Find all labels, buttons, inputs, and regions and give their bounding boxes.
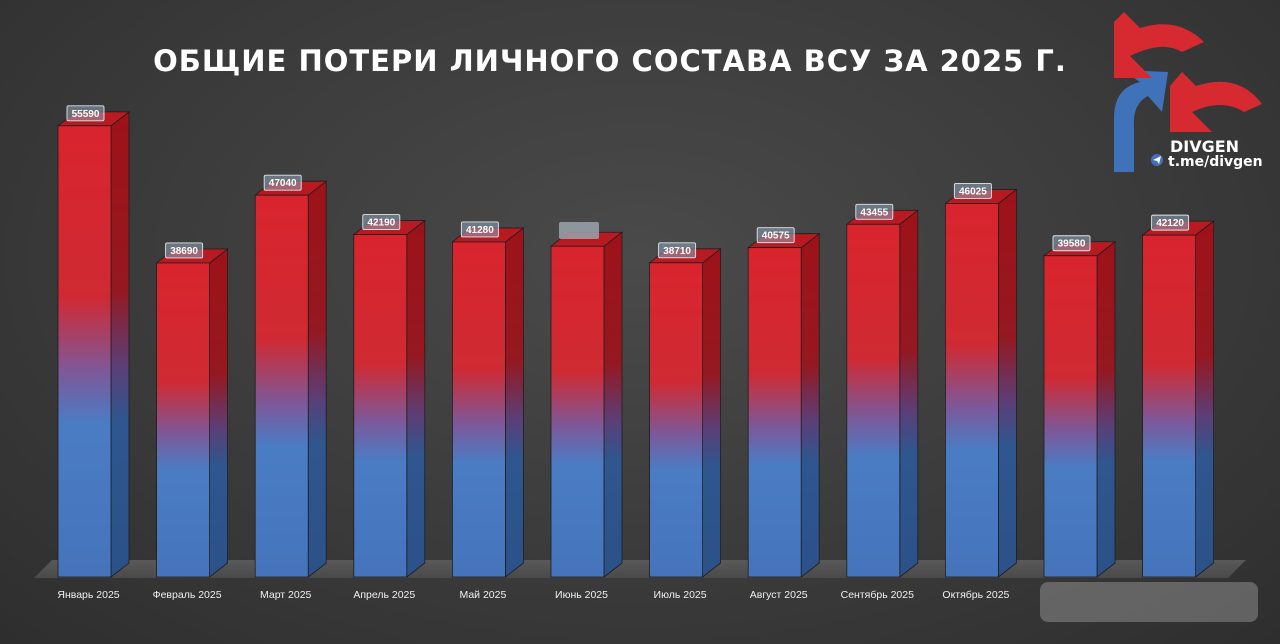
category-label: Август 2025 bbox=[750, 589, 808, 601]
bar: 41280 bbox=[451, 221, 525, 578]
bar-side bbox=[406, 219, 426, 578]
bar-side bbox=[209, 248, 229, 578]
bar-side bbox=[110, 110, 130, 578]
bar: 38690 bbox=[155, 242, 229, 578]
bar: 42190 bbox=[352, 214, 426, 578]
value-label-box bbox=[855, 203, 894, 220]
bar: 39580 bbox=[1042, 235, 1117, 578]
value-label: 46025 bbox=[959, 186, 987, 197]
category-label: Октябрь 2025 bbox=[942, 589, 1009, 601]
value-label: 41280 bbox=[466, 225, 494, 236]
value-label-box bbox=[658, 242, 697, 259]
category-label: Март 2025 bbox=[260, 589, 312, 601]
category-label: Февраль 2025 bbox=[153, 589, 222, 601]
bar: 55590 bbox=[56, 105, 131, 578]
value-label-box bbox=[263, 174, 302, 191]
bar-front bbox=[451, 241, 506, 578]
divgen-logo: DIVGEN t.me/divgen bbox=[1114, 12, 1263, 172]
bar-front bbox=[1142, 234, 1196, 578]
value-label-box bbox=[756, 227, 795, 244]
bar-side bbox=[603, 231, 623, 578]
bar: 46025 bbox=[944, 182, 1018, 578]
value-label-box bbox=[1052, 235, 1091, 252]
value-label-box bbox=[66, 105, 105, 122]
chart-floor bbox=[34, 560, 1246, 578]
bar-front bbox=[649, 262, 703, 578]
category-label: Май 2025 bbox=[459, 589, 506, 601]
obscured-category-area bbox=[1040, 582, 1258, 622]
bar-side bbox=[800, 232, 820, 578]
bar: 38710 bbox=[648, 242, 722, 578]
category-label: Апрель 2025 bbox=[353, 589, 415, 601]
bar-front bbox=[550, 245, 605, 578]
value-label: 42190 bbox=[367, 218, 395, 229]
value-label: 55590 bbox=[72, 109, 100, 120]
category-label: Июль 2025 bbox=[654, 589, 707, 601]
category-labels: Январь 2025 Февраль 2025 Март 2025 Апрель 2… bbox=[57, 589, 1009, 601]
value-label-box bbox=[460, 221, 499, 238]
bar-side bbox=[1096, 240, 1116, 578]
value-label: 47040 bbox=[269, 178, 297, 189]
bar-front bbox=[254, 194, 309, 578]
value-label: 40575 bbox=[762, 231, 790, 242]
bar: 40575 bbox=[747, 227, 821, 578]
bar-side bbox=[998, 188, 1017, 578]
value-label: 43455 bbox=[860, 207, 888, 218]
value-label-box bbox=[165, 242, 204, 259]
value-label-box bbox=[1151, 214, 1190, 231]
bar-front bbox=[747, 247, 802, 578]
bar: 42120 bbox=[1141, 214, 1215, 578]
logo-name: DIVGEN bbox=[1170, 137, 1239, 156]
value-label: 38690 bbox=[170, 246, 198, 257]
value-label: 39580 bbox=[1058, 239, 1086, 250]
category-label: Январь 2025 bbox=[57, 589, 119, 601]
bar-side bbox=[702, 247, 721, 578]
bar bbox=[549, 231, 624, 578]
bar-side bbox=[899, 209, 919, 578]
logo-red-arrow-right-icon bbox=[1170, 72, 1262, 132]
bar-front bbox=[1043, 255, 1098, 578]
bar-front bbox=[846, 223, 901, 578]
bar-front bbox=[945, 203, 999, 578]
category-label: Сентябрь 2025 bbox=[841, 589, 914, 601]
category-label: Июнь 2025 bbox=[555, 589, 608, 601]
bar-front bbox=[156, 262, 211, 578]
bar-front bbox=[353, 234, 408, 578]
value-label-box bbox=[953, 182, 992, 199]
bar: 47040 bbox=[254, 174, 328, 578]
chart-title: ОБЩИЕ ПОТЕРИ ЛИЧНОГО СОСТАВА ВСУ ЗА 2025… bbox=[153, 44, 1067, 78]
bar-side bbox=[307, 180, 327, 578]
bars-group: 55590 38690 47040 42190 41280 38710 40575 43455… bbox=[56, 105, 1215, 578]
logo-blue-arrow-icon bbox=[1114, 70, 1168, 172]
bar-side bbox=[1195, 220, 1214, 578]
value-label-box bbox=[362, 214, 401, 231]
value-label: 42120 bbox=[1156, 218, 1184, 229]
bar: 43455 bbox=[845, 203, 919, 578]
obscured-label-box bbox=[559, 222, 599, 239]
value-label: 38710 bbox=[663, 246, 691, 257]
logo-link: t.me/divgen bbox=[1168, 154, 1263, 170]
bar-side bbox=[504, 227, 524, 578]
bar-front bbox=[57, 125, 112, 578]
logo-red-arrow-top-icon bbox=[1114, 12, 1204, 78]
